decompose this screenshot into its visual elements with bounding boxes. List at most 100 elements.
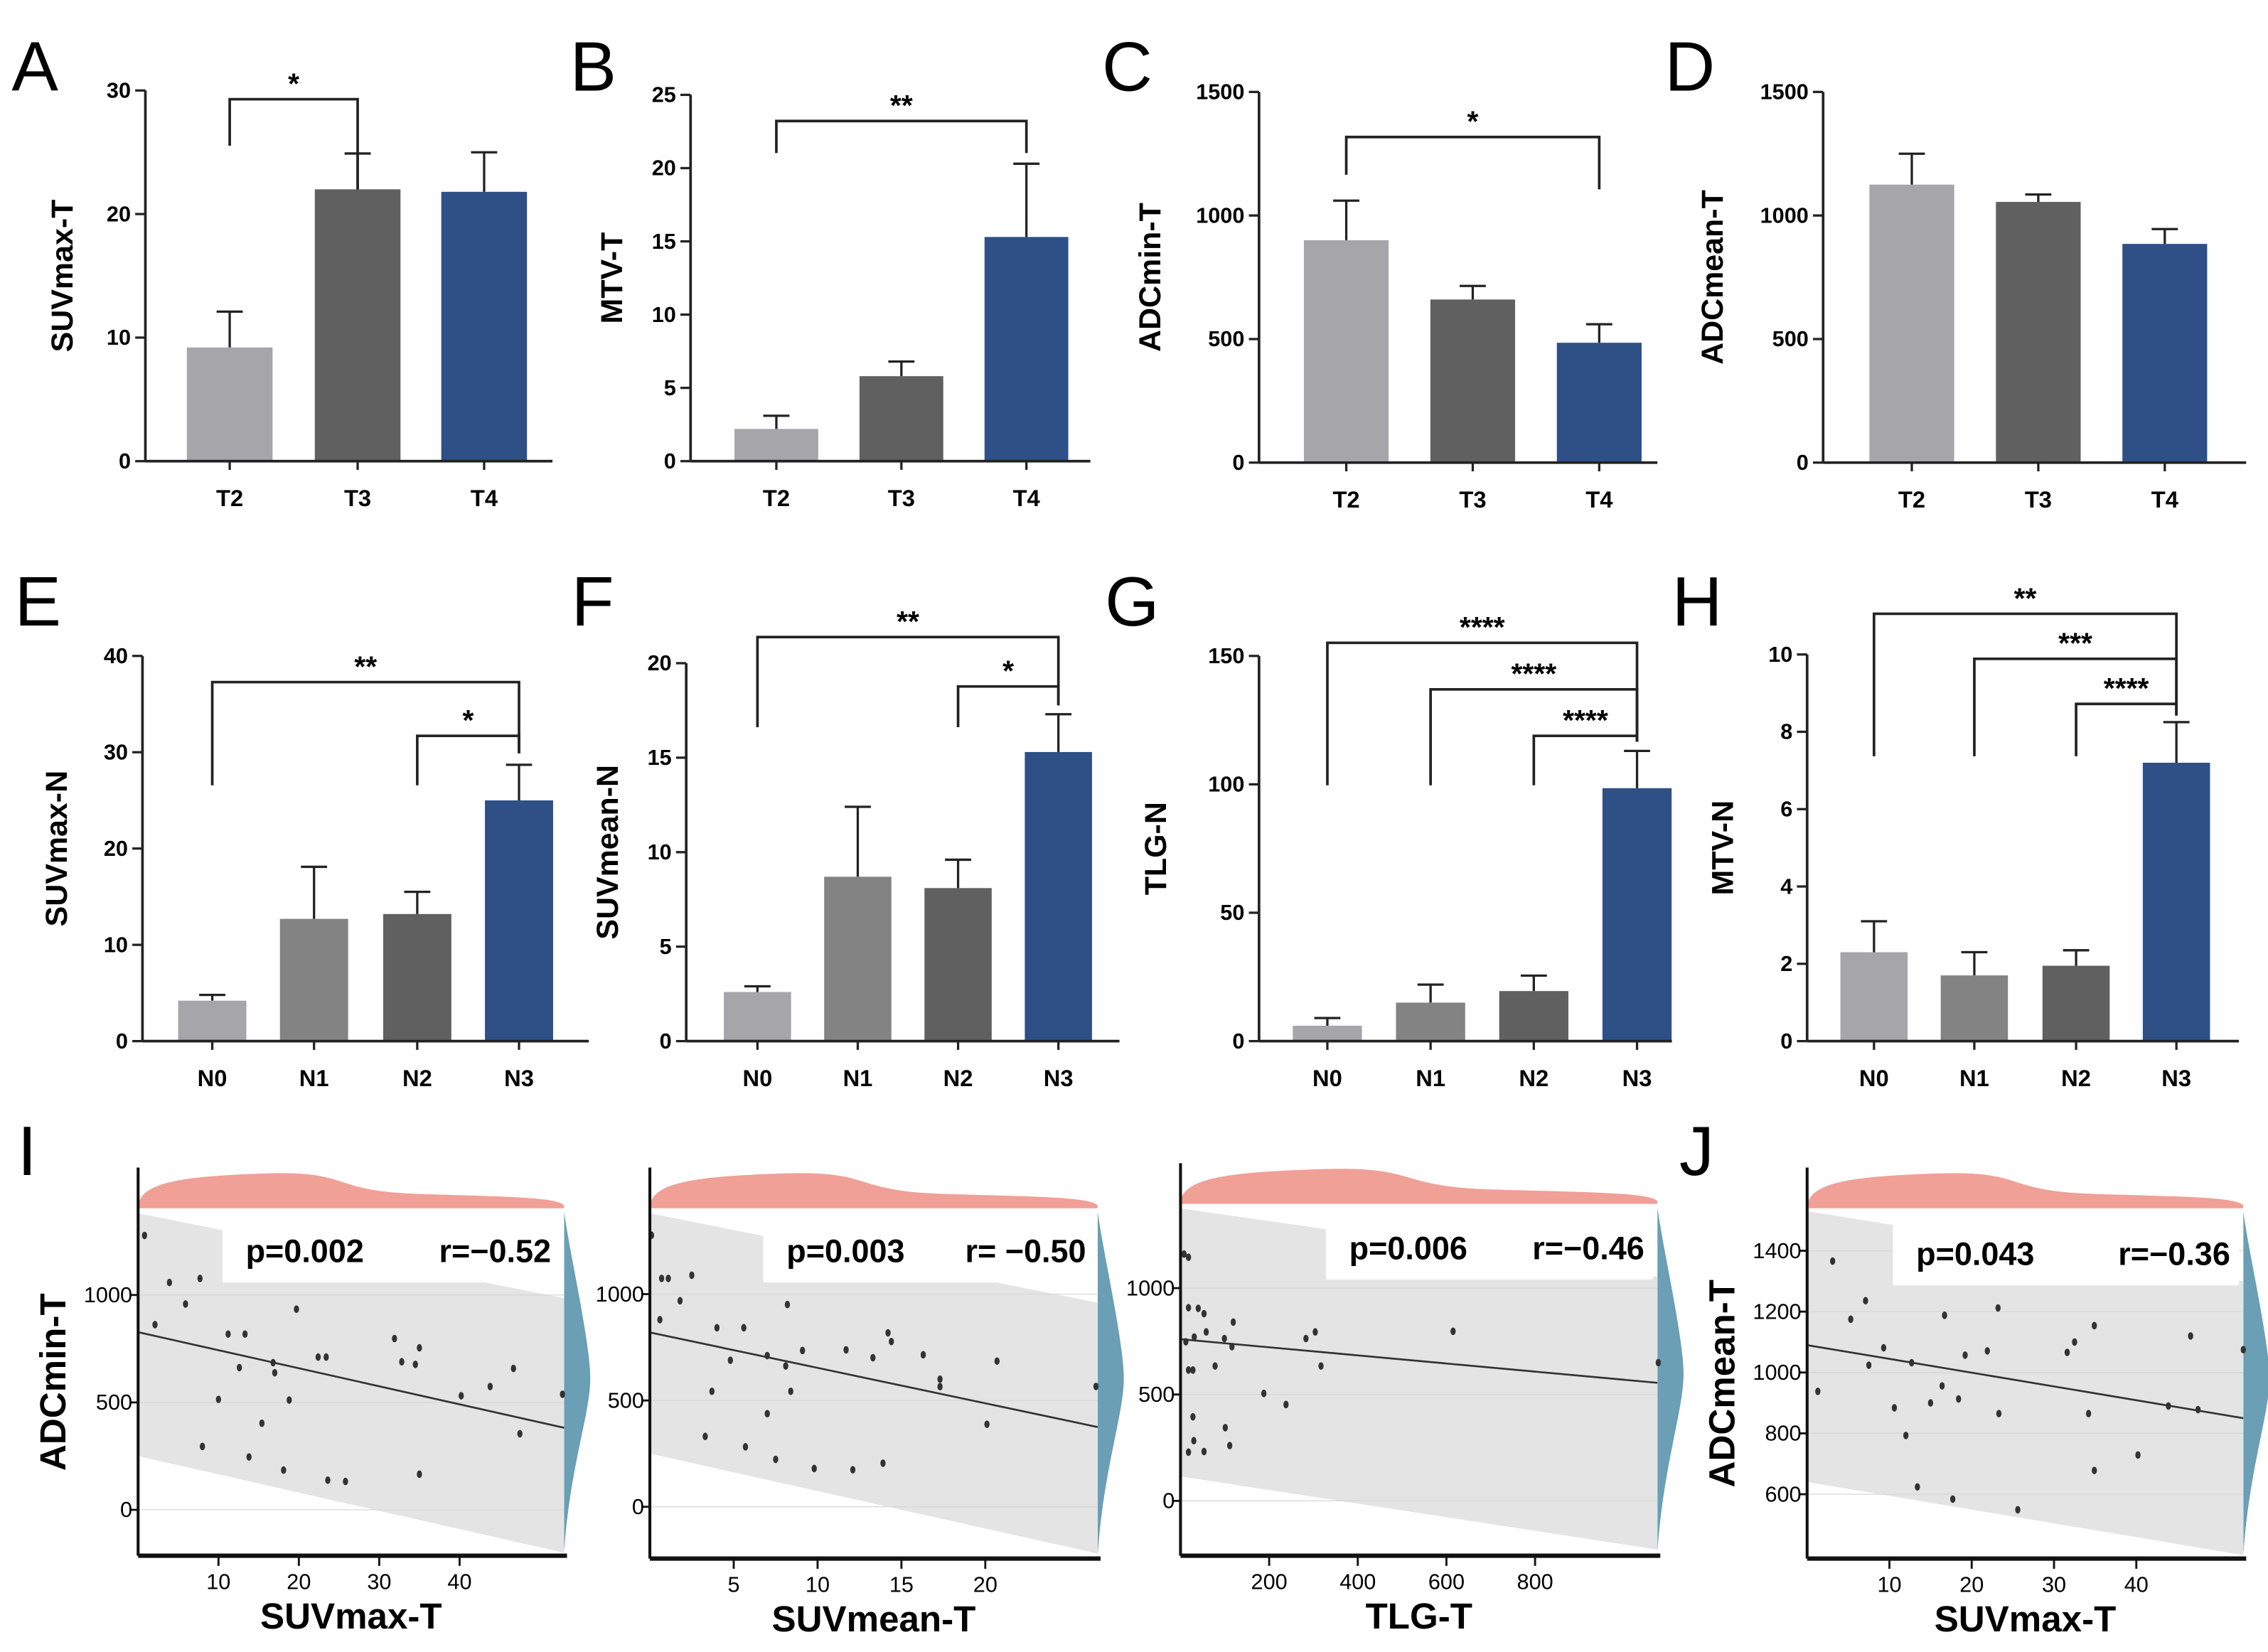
- significance-label: *: [288, 67, 299, 100]
- data-point: [2092, 1321, 2097, 1330]
- data-point: [850, 1466, 856, 1474]
- data-point: [315, 1353, 321, 1361]
- x-tick-label: 10: [206, 1570, 230, 1594]
- data-point: [764, 1410, 770, 1418]
- x-tick-label: T4: [1013, 485, 1041, 511]
- panel-letter: F: [572, 562, 614, 640]
- significance-bracket: [775, 119, 1028, 154]
- bar-N1: [279, 918, 348, 1041]
- y-tick-label: 20: [104, 837, 128, 861]
- bar-panel-D: D T2 T3 T4 0 500 1000 1500 ADCmean-T: [1664, 27, 2247, 513]
- significance-bracket: [1973, 657, 2178, 756]
- data-point: [1450, 1327, 1456, 1336]
- data-point: [784, 1300, 791, 1309]
- data-point: [225, 1330, 231, 1339]
- data-point: [1183, 1338, 1189, 1346]
- bar-panel-B: B T2 T3 T4 0 5 10 15 20 25 MTV-T **: [570, 27, 1091, 511]
- x-tick-label: 30: [367, 1570, 391, 1594]
- x-tick-label: T2: [1898, 486, 1925, 513]
- y-axis-label: MTV-N: [1706, 800, 1740, 896]
- y-tick-label: 10: [648, 840, 672, 864]
- y-tick-label: 500: [1208, 327, 1244, 351]
- data-point: [920, 1351, 926, 1359]
- data-point: [1949, 1495, 1956, 1503]
- data-point: [1261, 1389, 1267, 1398]
- bar-T4: [1556, 343, 1642, 463]
- data-point: [1655, 1358, 1662, 1367]
- data-point: [2085, 1410, 2092, 1417]
- x-axis-label: TLG-T: [1366, 1596, 1472, 1636]
- data-point: [242, 1330, 248, 1339]
- bar-T2: [1869, 184, 1954, 463]
- y-tick-label: 30: [107, 79, 131, 103]
- data-point: [343, 1477, 348, 1486]
- x-tick-label: N0: [198, 1065, 228, 1091]
- y-axis-label: ADCmean-T: [1696, 190, 1730, 365]
- data-point: [677, 1297, 683, 1305]
- data-point: [2064, 1348, 2070, 1356]
- x-tick-label: T2: [1332, 486, 1359, 513]
- data-point: [1942, 1311, 1947, 1319]
- data-point: [237, 1363, 242, 1372]
- x-tick-label: 20: [1959, 1573, 1984, 1597]
- y-tick-label: 1000: [84, 1283, 132, 1307]
- x-tick-label: 800: [1517, 1570, 1553, 1594]
- data-point: [1190, 1412, 1196, 1421]
- data-point: [702, 1432, 708, 1441]
- data-point: [2015, 1506, 2021, 1514]
- x-tick-label: T2: [216, 485, 243, 511]
- data-point: [287, 1396, 292, 1404]
- y-tick-label: 500: [96, 1390, 132, 1415]
- panel-letter: C: [1102, 27, 1152, 105]
- data-point: [788, 1387, 793, 1395]
- data-point: [323, 1353, 329, 1361]
- y-axis-label: MTV-T: [595, 232, 629, 324]
- x-tick-label: T3: [344, 485, 371, 511]
- bar-N0: [1293, 1025, 1362, 1041]
- data-point: [417, 1343, 422, 1352]
- top-density: [650, 1173, 1098, 1208]
- significance-bracket: [1344, 135, 1601, 190]
- data-point: [937, 1383, 943, 1391]
- bar-T3: [859, 376, 943, 461]
- x-tick-label: 15: [889, 1573, 914, 1597]
- panel-letter: H: [1672, 562, 1723, 640]
- data-point: [1181, 1250, 1187, 1258]
- data-point: [1909, 1358, 1915, 1367]
- y-tick-label: 0: [660, 1029, 672, 1053]
- data-point: [215, 1395, 221, 1403]
- data-point: [1093, 1383, 1099, 1390]
- data-point: [272, 1368, 278, 1377]
- data-point: [1829, 1257, 1836, 1265]
- bar-T3: [314, 189, 401, 461]
- x-tick-label: N2: [943, 1065, 973, 1091]
- data-point: [246, 1453, 252, 1461]
- y-axis-label: TLG-N: [1139, 802, 1173, 895]
- x-tick-label: N3: [2161, 1065, 2191, 1091]
- data-point: [197, 1275, 203, 1282]
- bar-T3: [1996, 202, 2081, 463]
- x-tick-label: 10: [806, 1573, 830, 1597]
- data-point: [658, 1275, 665, 1282]
- y-tick-label: 15: [648, 746, 672, 770]
- y-tick-label: 0: [119, 449, 131, 473]
- significance-label: *: [1467, 105, 1478, 138]
- y-axis-label: ADCmean-T: [1702, 1280, 1743, 1487]
- data-point: [399, 1358, 405, 1366]
- bar-T4: [984, 237, 1069, 461]
- data-point: [1185, 1253, 1192, 1262]
- stat-box: [763, 1218, 1095, 1283]
- y-axis-label: SUVmean-N: [591, 765, 625, 940]
- data-point: [1915, 1483, 1920, 1491]
- y-tick-label: 0: [1797, 451, 1809, 475]
- data-point: [1956, 1395, 1962, 1403]
- significance-label: ***: [2058, 627, 2092, 660]
- data-point: [487, 1383, 493, 1390]
- significance-label: *: [1002, 655, 1014, 687]
- y-tick-label: 25: [652, 83, 676, 107]
- bar-T2: [734, 429, 818, 461]
- data-point: [1191, 1437, 1197, 1445]
- x-tick-label: T2: [763, 485, 790, 511]
